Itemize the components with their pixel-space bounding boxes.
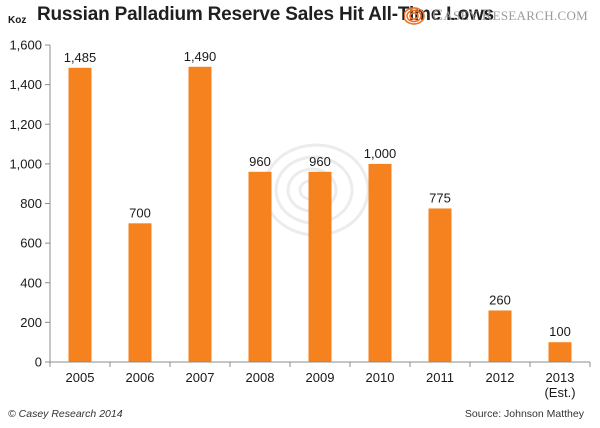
bar — [428, 208, 452, 362]
concentric-arc-logo-icon — [404, 7, 426, 25]
y-axis-label: Koz — [8, 15, 26, 26]
data-label: 960 — [309, 154, 331, 169]
data-label: 260 — [489, 292, 511, 307]
y-tick-label: 200 — [20, 315, 42, 330]
bar — [308, 171, 332, 362]
bar — [248, 171, 272, 362]
chart-title: Russian Palladium Reserve Sales Hit All-… — [37, 4, 494, 25]
y-tick-label: 1,600 — [9, 38, 42, 53]
x-tick-label: 2009 — [306, 370, 335, 385]
bar — [188, 66, 212, 362]
y-tick-label: 400 — [20, 275, 42, 290]
x-tick-label: 2011 — [426, 370, 454, 385]
y-tick-label: 1,200 — [9, 117, 42, 132]
y-tick-label: 800 — [20, 196, 42, 211]
data-label: 775 — [429, 190, 451, 205]
x-tick-label: 2005 — [66, 370, 95, 385]
x-tick-label: (Est.) — [544, 385, 575, 400]
bar — [488, 310, 512, 362]
x-tick-label: 2010 — [366, 370, 395, 385]
y-tick-label: 600 — [20, 236, 42, 251]
copyright-text: © Casey Research 2014 — [8, 408, 123, 420]
x-tick-label: 2008 — [246, 370, 275, 385]
y-axis: 0 200 400 600 800 1,000 1,200 1,400 1,600 — [9, 38, 51, 370]
brand-name: Casey Research.com — [432, 7, 588, 24]
bar — [368, 163, 392, 362]
bar — [128, 223, 152, 362]
data-label: 1,490 — [184, 49, 217, 64]
x-tick-label: 2012 — [486, 370, 515, 385]
brand-logo: Casey Research.com — [404, 6, 588, 26]
data-label: 960 — [249, 154, 271, 169]
y-tick-label: 0 — [35, 355, 42, 370]
data-label: 1,000 — [364, 146, 397, 161]
bar — [548, 342, 572, 362]
bar — [68, 67, 92, 363]
x-tick-label: 2013 — [546, 370, 575, 385]
source-text: Source: Johnson Matthey — [464, 408, 584, 420]
data-label: 700 — [129, 205, 151, 220]
y-tick-label: 1,000 — [9, 156, 42, 171]
bars: 1,485 700 1,490 960 960 1,000 775 260 100 — [64, 49, 572, 363]
y-tick-label: 1,400 — [9, 77, 42, 92]
x-tick-label: 2007 — [186, 370, 215, 385]
data-label: 1,485 — [64, 50, 97, 65]
x-axis: 2005 2006 2007 2008 2009 2010 2011 2012 2013(Est… — [49, 361, 591, 400]
data-label: 100 — [549, 324, 571, 339]
x-tick-label: 2006 — [126, 370, 155, 385]
